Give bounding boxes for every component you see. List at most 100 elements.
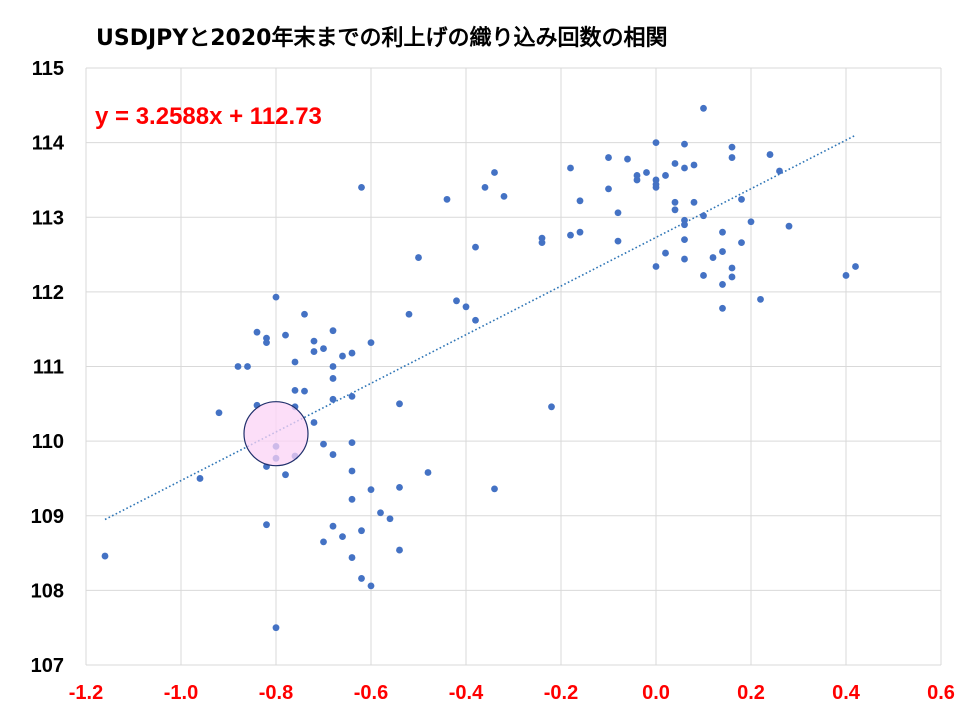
x-tick-label: 0.0 [642, 682, 670, 704]
x-tick-label: -1.0 [164, 682, 198, 704]
data-point [320, 440, 327, 448]
data-point [320, 538, 327, 546]
data-point [719, 281, 726, 288]
data-point [301, 387, 308, 395]
data-point [291, 358, 299, 366]
data-point [738, 239, 745, 247]
data-point [329, 363, 337, 370]
data-point [339, 533, 346, 541]
data-point [253, 328, 261, 336]
data-point [386, 515, 394, 523]
x-tick-label: -0.4 [449, 682, 484, 704]
data-point [263, 339, 270, 347]
data-point [472, 243, 479, 251]
data-point [757, 295, 764, 303]
x-tick-label: 0.2 [737, 682, 765, 704]
data-point [662, 249, 669, 257]
data-point [852, 263, 859, 270]
data-point [196, 475, 204, 482]
data-point [491, 169, 498, 176]
data-point [662, 172, 669, 179]
data-point [681, 140, 688, 148]
data-point [348, 495, 356, 503]
data-point [681, 255, 688, 263]
data-point [234, 363, 242, 370]
data-point [348, 467, 356, 475]
data-point [405, 310, 413, 318]
data-point [719, 248, 726, 255]
data-point [652, 263, 660, 270]
data-points [101, 104, 859, 632]
data-point [310, 419, 318, 426]
highlight [243, 401, 309, 467]
data-point [719, 304, 726, 312]
data-point [719, 228, 726, 236]
data-point [301, 310, 308, 318]
y-tick-label: 107 [31, 655, 64, 677]
y-tick-label: 113 [32, 207, 64, 229]
data-point [329, 395, 337, 403]
data-point [633, 176, 641, 184]
labels: y = 3.2588x + 112.73 [95, 103, 322, 130]
y-tick-label: 112 [32, 282, 64, 304]
data-point [576, 197, 584, 205]
data-point [310, 348, 318, 355]
x-tick-label: -0.8 [259, 682, 293, 704]
data-point [320, 345, 327, 352]
data-point [329, 522, 337, 530]
data-point [681, 236, 688, 244]
y-tick-label: 115 [32, 58, 64, 80]
axes: 107 108 109 110 111 112 113 114 115 -1.2 -1.0 -0.8 -… [31, 58, 955, 704]
data-point [329, 375, 337, 382]
data-point [690, 198, 698, 206]
data-point [605, 154, 612, 161]
highlight-circle [243, 401, 309, 467]
data-point [614, 237, 622, 245]
data-point [785, 222, 793, 230]
y-tick-label: 110 [32, 431, 64, 453]
data-point [472, 316, 479, 324]
trendline-equation: y = 3.2588x + 112.73 [95, 103, 322, 130]
data-point [310, 337, 318, 345]
x-tick-label: 0.4 [832, 682, 861, 704]
y-tick-label: 114 [32, 133, 65, 155]
chart-title: USDJPYと2020年末までの利上げの織り込み回数の相関 [96, 26, 668, 51]
data-point [700, 212, 707, 220]
data-point [339, 352, 346, 360]
data-point [367, 582, 375, 590]
data-point [652, 139, 660, 147]
data-point [671, 206, 679, 214]
data-point [348, 349, 356, 357]
data-point [329, 327, 337, 335]
grid [85, 67, 942, 666]
data-point [396, 483, 403, 491]
data-point [377, 509, 384, 517]
data-point [424, 469, 432, 476]
data-point [443, 195, 451, 203]
data-point [567, 231, 574, 239]
data-point [681, 221, 688, 229]
data-point [690, 161, 698, 169]
data-point [728, 154, 736, 161]
data-point [671, 160, 679, 167]
data-point [700, 104, 707, 112]
data-point [776, 167, 783, 175]
data-point [643, 169, 650, 176]
data-point [396, 400, 403, 408]
y-tick-label: 109 [31, 506, 64, 528]
data-point [415, 254, 422, 261]
data-point [244, 363, 251, 370]
data-point [728, 273, 736, 281]
data-point [348, 554, 356, 561]
data-point [766, 151, 774, 158]
trendline [104, 134, 856, 521]
data-point [358, 575, 365, 582]
data-point [272, 624, 280, 632]
data-point [709, 254, 717, 261]
data-point [291, 386, 299, 394]
data-point [500, 192, 508, 200]
data-point [272, 293, 280, 301]
data-point [396, 546, 403, 554]
data-point [329, 451, 337, 458]
